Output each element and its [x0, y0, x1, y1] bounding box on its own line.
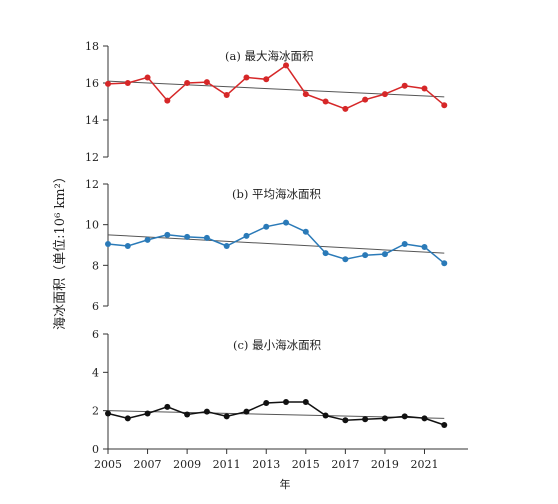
panel-a-data-point — [124, 80, 131, 86]
panel-c-data-point — [283, 399, 290, 406]
x-tick-label: 2021 — [410, 458, 438, 471]
panel-a-data-point — [184, 80, 191, 86]
panel-b-data-point — [105, 240, 111, 247]
panel-b-series-line — [107, 221, 445, 264]
panel-a-data-point — [362, 96, 369, 103]
panel-b-data-point — [401, 240, 408, 247]
panel-c-data-point — [203, 408, 210, 415]
panel-b-data-point — [381, 251, 388, 258]
x-axis-label: 年 — [280, 477, 291, 491]
panel-a-series-line — [107, 64, 445, 110]
panel-a-data-point — [302, 91, 309, 98]
panel-a-data-point — [441, 102, 448, 109]
panel-a-y-tick-label: 18 — [85, 40, 99, 53]
panel-a-data-point — [401, 82, 408, 89]
panel-b-data-point — [421, 244, 428, 251]
panel-c-y-tick-label: 6 — [92, 328, 99, 341]
panel-b-data-point — [441, 260, 448, 267]
panel-b-data-point — [203, 234, 210, 241]
panel-a-data-point — [203, 79, 210, 86]
panel-c-data-point — [421, 415, 428, 422]
x-tick-label: 2013 — [252, 458, 280, 471]
panel-b-y-tick-label: 10 — [85, 219, 99, 232]
panel-a-data-point — [421, 85, 428, 92]
x-tick-label: 2015 — [292, 458, 320, 471]
panel-c-title: (c) 最小海冰面积 — [233, 338, 322, 352]
panel-a-y-tick-label: 12 — [85, 151, 99, 164]
panel-c-data-point — [381, 415, 388, 422]
panel-b-data-point — [184, 233, 191, 240]
panel-c-data-point — [401, 413, 408, 420]
panel-b-title: (b) 平均海冰面积 — [232, 187, 321, 201]
panel-b-data-point — [263, 223, 270, 230]
x-tick-label: 2011 — [213, 458, 241, 471]
panel-c-data-point — [105, 410, 111, 417]
panel-c-data-point — [362, 416, 369, 423]
panel-c-data-point — [223, 413, 230, 420]
panel-a-data-point — [263, 76, 270, 83]
panel-c-data-point — [263, 400, 270, 406]
panel-b-data-point — [243, 232, 250, 239]
panel-a-y-tick-label: 14 — [85, 114, 99, 127]
panel-c-data-point — [302, 399, 309, 406]
x-tick-label: 2005 — [94, 458, 122, 471]
panel-a-data-point — [144, 74, 151, 81]
panel-a-data-point — [342, 105, 349, 112]
panel-c-y-tick-label: 0 — [92, 443, 99, 456]
panel-b-data-point — [302, 228, 309, 235]
x-tick-label: 2017 — [331, 458, 359, 471]
panel-c-data-point — [124, 415, 131, 422]
panel-a-data-point — [322, 98, 329, 105]
panel-a-data-point — [164, 97, 171, 104]
panel-c-y-tick-label: 4 — [92, 366, 99, 379]
panel-b-data-point — [283, 219, 290, 226]
panel-c-trend-line — [107, 410, 445, 419]
panel-a-data-point — [243, 74, 250, 81]
panel-c-data-point — [184, 411, 191, 418]
panel-a-data-point — [283, 62, 290, 69]
panel-c-y-tick-label: 2 — [92, 405, 99, 418]
panel-b-data-point — [362, 252, 369, 259]
panel-c-data-point — [322, 412, 329, 419]
panel-b-data-point — [322, 250, 329, 257]
x-tick-label: 2007 — [134, 458, 162, 471]
panel-b-y-tick-label: 6 — [92, 300, 99, 313]
panel-b-data-point — [223, 243, 230, 250]
panel-c-series-line — [107, 401, 445, 426]
panel-b-y-tick-label: 8 — [92, 259, 99, 272]
panel-c-data-point — [144, 410, 151, 417]
panel-a-data-point — [105, 80, 111, 87]
panel-a-trend-line — [107, 80, 445, 98]
panel-a-y-tick-label: 16 — [85, 77, 99, 90]
panel-a-data-point — [223, 92, 230, 99]
panel-b-y-tick-label: 12 — [85, 178, 99, 191]
x-tick-label: 2009 — [173, 458, 201, 471]
x-tick-label: 2019 — [371, 458, 399, 471]
panel-a-title: (a) 最大海冰面积 — [225, 49, 314, 63]
panel-b-data-point — [342, 256, 349, 263]
panel-c-data-point — [342, 417, 349, 424]
panel-a-data-point — [381, 91, 388, 98]
panel-c-data-point — [441, 422, 448, 429]
panel-b-data-point — [124, 243, 131, 250]
panel-b-trend-line — [107, 234, 445, 254]
panel-c-data-point — [243, 408, 250, 415]
y-axis-label: 海冰面积（单位:10⁶ km²） — [53, 170, 68, 330]
panel-b-data-point — [164, 231, 171, 238]
panel-c-data-point — [164, 403, 171, 410]
panel-b-data-point — [144, 236, 151, 243]
